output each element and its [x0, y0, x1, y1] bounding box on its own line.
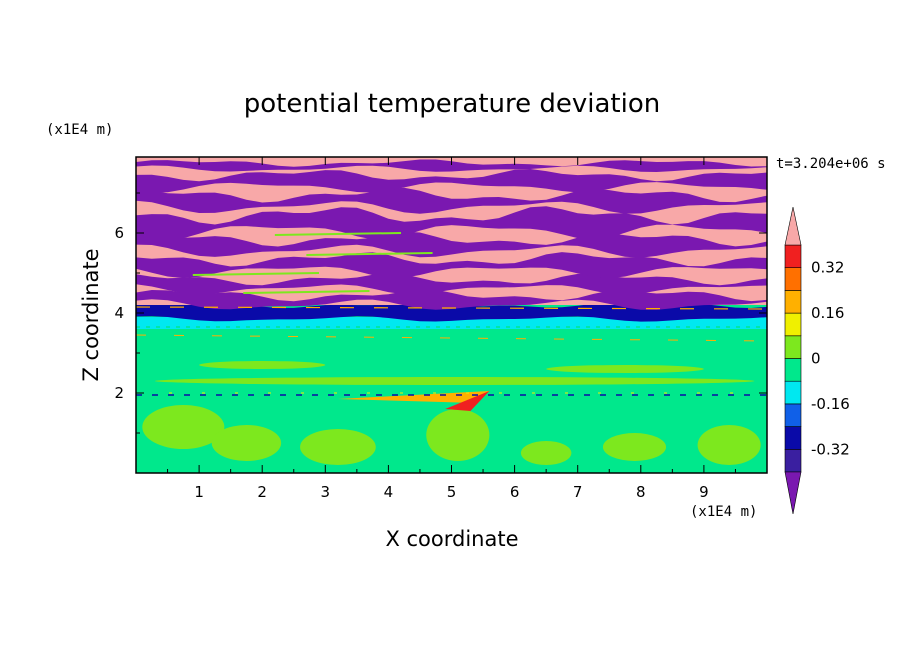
- colorbar-extend-bottom: [784, 471, 802, 515]
- x-tick-label: 6: [510, 483, 520, 501]
- time-label: t=3.204e+06 s: [776, 156, 886, 172]
- y-tick-label: 4: [114, 304, 124, 322]
- y-tick-label: 2: [114, 384, 124, 402]
- colorbar-tick-label: 0.32: [811, 259, 844, 277]
- x-tick-label: 5: [447, 483, 457, 501]
- x-tick-label: 2: [257, 483, 267, 501]
- lime-region: [300, 429, 376, 465]
- colorbar-box: [784, 403, 802, 427]
- purple-band: [136, 159, 767, 172]
- cyan-band: [136, 317, 767, 329]
- lime-region: [199, 361, 326, 369]
- colorbar-tick-label: -0.32: [811, 440, 850, 458]
- y-axis: 2 4 6: [114, 192, 767, 434]
- red-streak: [445, 391, 490, 411]
- purple-band: [136, 273, 767, 295]
- orange-streak: [337, 391, 490, 403]
- lime-streak: [274, 232, 402, 236]
- colorbar-box: [784, 426, 802, 450]
- x-tick-label: 7: [573, 483, 583, 501]
- colorbar-box: [784, 267, 802, 291]
- green-band: [136, 331, 767, 339]
- colorbar-tick-label: 0.16: [811, 304, 844, 322]
- x-axis-title: X coordinate: [385, 527, 518, 551]
- colorbar: 0.32 0.16 0 -0.16 -0.32: [784, 206, 850, 515]
- lime-region: [520, 441, 572, 465]
- purple-band: [136, 288, 767, 310]
- purple-band: [136, 206, 767, 240]
- colorbar-box: [784, 244, 802, 269]
- x-tick-label: 9: [699, 483, 709, 501]
- x-tick-label: 4: [384, 483, 394, 501]
- lime-region: [697, 425, 761, 465]
- x-unit-label: (x1E4 m): [690, 504, 757, 520]
- colorbar-box: [784, 290, 802, 314]
- lime-region: [546, 365, 704, 373]
- colorbar-tick-label: -0.16: [811, 395, 850, 413]
- lime-region: [142, 405, 225, 449]
- colorbar-box: [784, 335, 802, 359]
- y-tick-label: 6: [114, 224, 124, 242]
- dark-blue-band: [136, 301, 767, 322]
- lime-region: [211, 425, 282, 461]
- chart-title: potential temperature deviation: [244, 89, 660, 119]
- purple-band: [136, 252, 767, 279]
- y-unit-label: (x1E4 m): [46, 122, 113, 138]
- purple-band: [136, 187, 767, 214]
- lime-region: [602, 433, 667, 461]
- colorbar-box: [784, 380, 802, 405]
- contour-field: [136, 157, 767, 465]
- lime-streak: [243, 290, 370, 294]
- x-tick-label: 1: [194, 483, 204, 501]
- colorbar-box: [784, 358, 802, 382]
- y-axis-title: Z coordinate: [79, 248, 103, 381]
- colorbar-box: [784, 312, 802, 337]
- x-axis: 1 2 3 4 5 6 7 8 9: [167, 157, 736, 501]
- colorbar-extend-top: [784, 206, 802, 246]
- plot-area: [136, 157, 767, 473]
- purple-band: [136, 169, 767, 193]
- colorbar-box: [784, 448, 802, 473]
- lime-streak: [192, 272, 320, 276]
- purple-band: [136, 231, 767, 258]
- x-tick-label: 3: [321, 483, 331, 501]
- lime-region: [426, 409, 490, 461]
- x-tick-label: 8: [636, 483, 646, 501]
- lime-region: [154, 377, 755, 385]
- orange-interface: [136, 306, 767, 310]
- lime-streak: [306, 252, 433, 256]
- colorbar-tick-label: 0: [811, 350, 821, 368]
